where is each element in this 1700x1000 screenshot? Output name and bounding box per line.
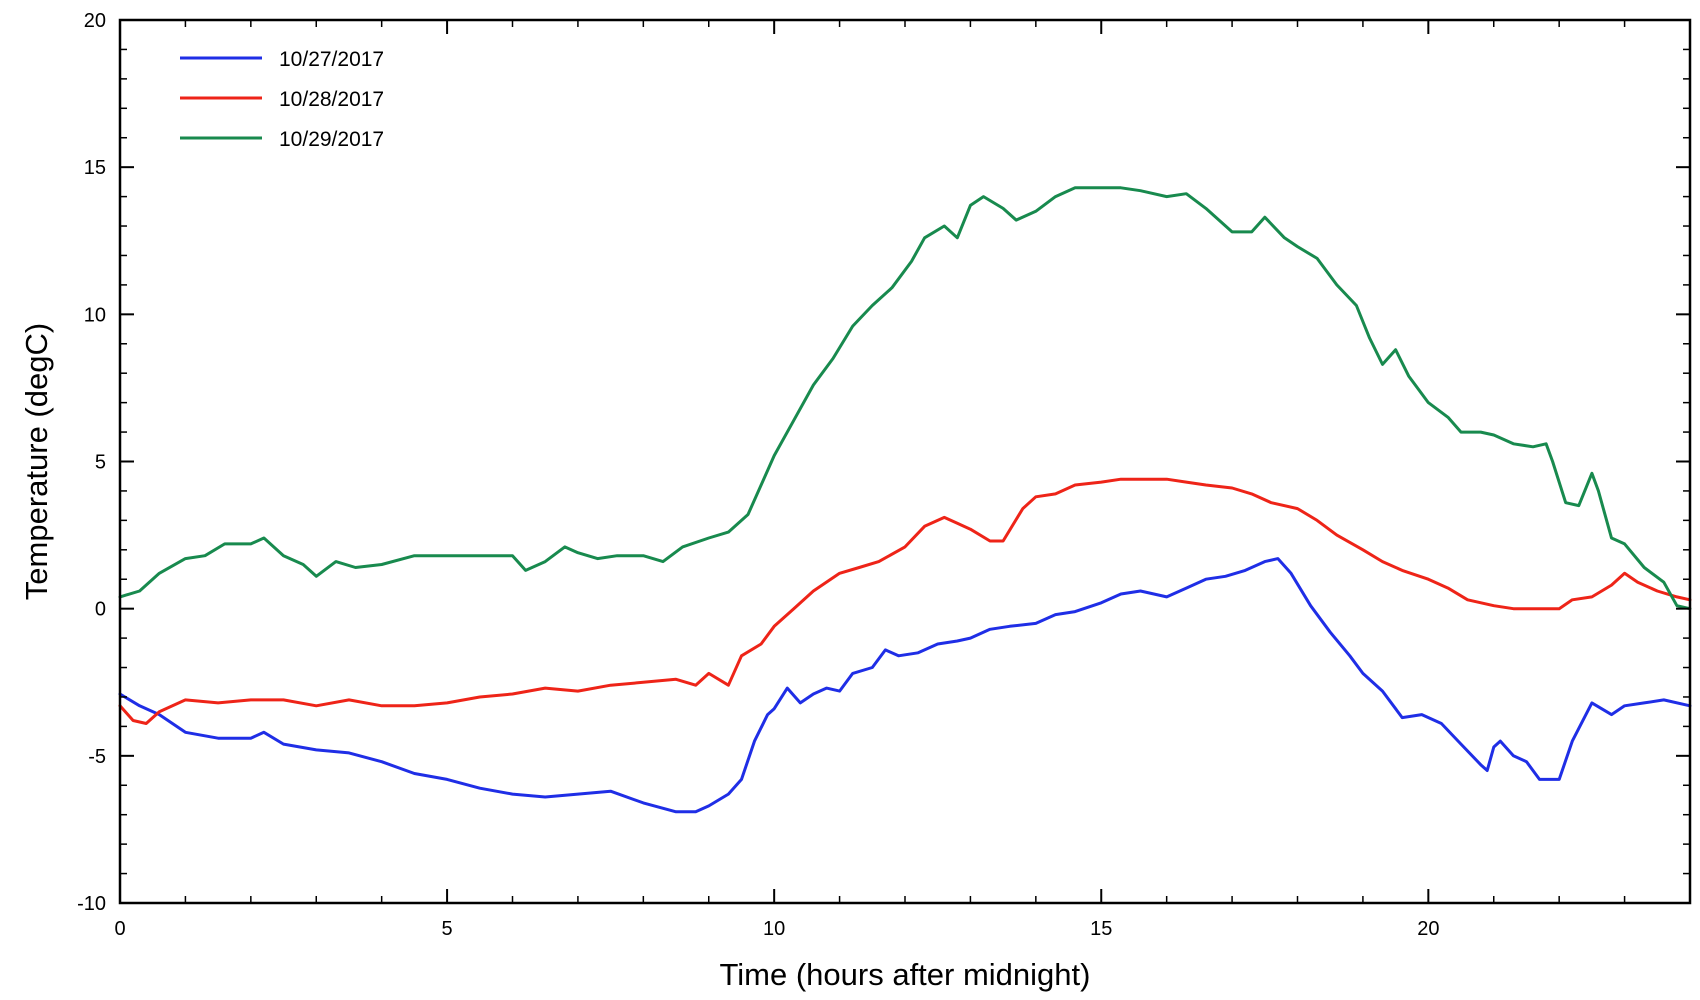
y-tick-label: -5 — [88, 746, 106, 768]
x-axis-label: Time (hours after midnight) — [720, 957, 1091, 992]
y-tick-label: 5 — [95, 452, 106, 474]
y-tick-label: 15 — [84, 157, 106, 179]
x-tick-label: 20 — [1417, 918, 1439, 940]
x-tick-label: 10 — [763, 918, 785, 940]
y-axis-label: Temperature (degC) — [19, 323, 54, 600]
y-tick-label: 0 — [95, 599, 106, 621]
x-tick-label: 5 — [442, 918, 453, 940]
x-tick-label: 15 — [1090, 918, 1112, 940]
legend-label-3: 10/29/2017 — [279, 128, 384, 151]
series-line-1 — [118, 557, 1692, 814]
series-line-2 — [118, 477, 1692, 725]
series-group — [118, 186, 1692, 814]
x-tick-label: 0 — [114, 918, 125, 940]
series-line-3 — [118, 186, 1692, 611]
y-tick-label: -10 — [77, 893, 106, 915]
ticks-group: 0 5 10 15 20 -10 -5 0 5 10 15 20 — [77, 10, 1691, 940]
plot-frame — [118, 18, 1692, 905]
legend-label-1: 10/27/2017 — [279, 48, 384, 71]
legend: 10/27/2017 10/28/2017 10/29/2017 — [180, 48, 384, 151]
y-tick-label: 20 — [84, 10, 106, 32]
legend-label-2: 10/28/2017 — [279, 88, 384, 111]
y-tick-label: 10 — [84, 304, 106, 326]
